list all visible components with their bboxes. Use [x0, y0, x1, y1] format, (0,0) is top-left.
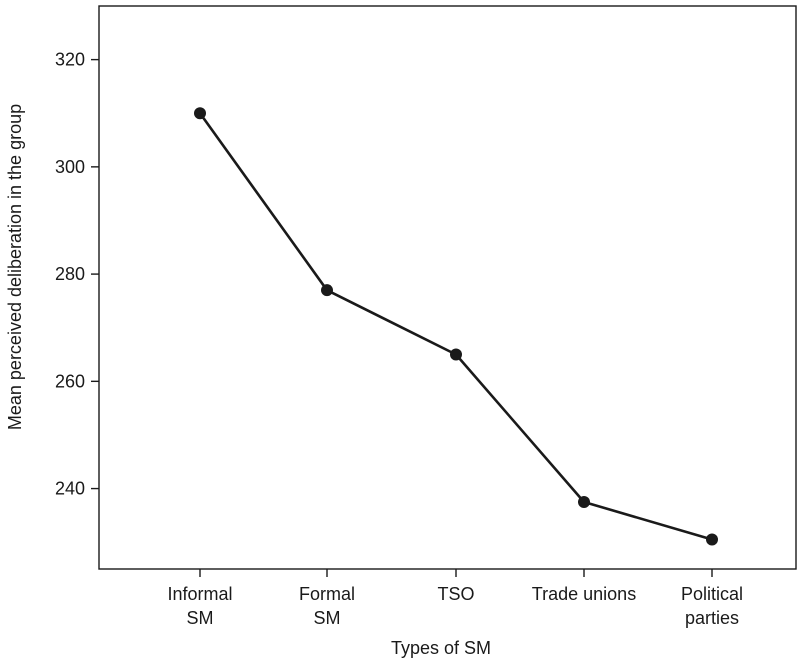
x-tick-label: parties [685, 608, 739, 628]
x-axis-title: Types of SM [391, 638, 491, 658]
data-point [450, 348, 462, 361]
series-line [198, 112, 713, 541]
data-point [321, 284, 333, 297]
y-tick-label: 300 [55, 157, 85, 177]
x-tick-label: Informal [167, 584, 232, 604]
x-tick-label: Political [681, 584, 743, 604]
plot-frame [98, 5, 797, 570]
y-tick-label: 320 [55, 50, 85, 70]
data-point [706, 533, 718, 546]
y-tick-label: 280 [55, 264, 85, 284]
x-tick-label: SM [314, 608, 341, 628]
series-layer [194, 107, 718, 546]
y-axis-title: Mean perceived deliberation in the group [5, 104, 25, 430]
y-axis: 240 260 280 300 320 [55, 50, 99, 499]
x-tick-label: Trade unions [532, 584, 636, 604]
data-point [194, 107, 206, 120]
data-point [578, 495, 590, 508]
x-axis: Informal SM Formal SM TSO Trade unions Politic… [167, 569, 743, 628]
y-tick-label: 260 [55, 371, 85, 391]
x-tick-label: Formal [299, 584, 355, 604]
x-tick-label: TSO [437, 584, 474, 604]
y-tick-label: 240 [55, 479, 85, 499]
x-tick-label: SM [187, 608, 214, 628]
